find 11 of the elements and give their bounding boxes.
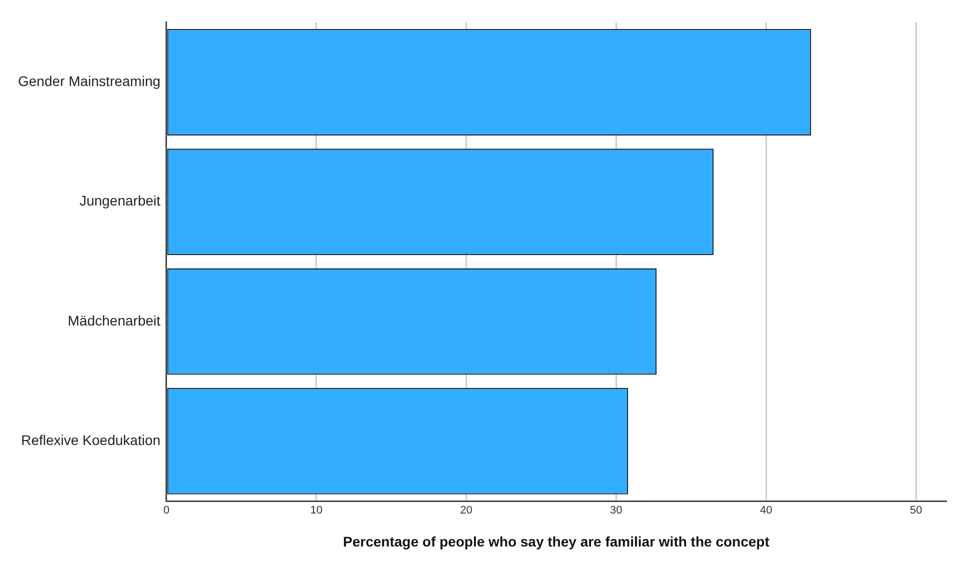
x-tick-label: 40 [760, 504, 772, 517]
y-tick-label: Jungenarbeit [79, 192, 161, 209]
x-tick-label: 10 [310, 504, 322, 517]
y-tick-label: Mädchenarbeit [68, 312, 160, 328]
x-tick-label: 30 [610, 504, 622, 517]
x-tick-label: 50 [910, 504, 922, 517]
x-tick-label: 20 [460, 504, 472, 517]
y-tick-label: Gender Mainstreaming [18, 73, 160, 90]
y-tick-label: Reflexive Koedukation [21, 432, 160, 448]
x-axis-title: Percentage of people who say they are familiar with the concept [343, 533, 770, 550]
x-tick-label: 0 [163, 504, 170, 517]
